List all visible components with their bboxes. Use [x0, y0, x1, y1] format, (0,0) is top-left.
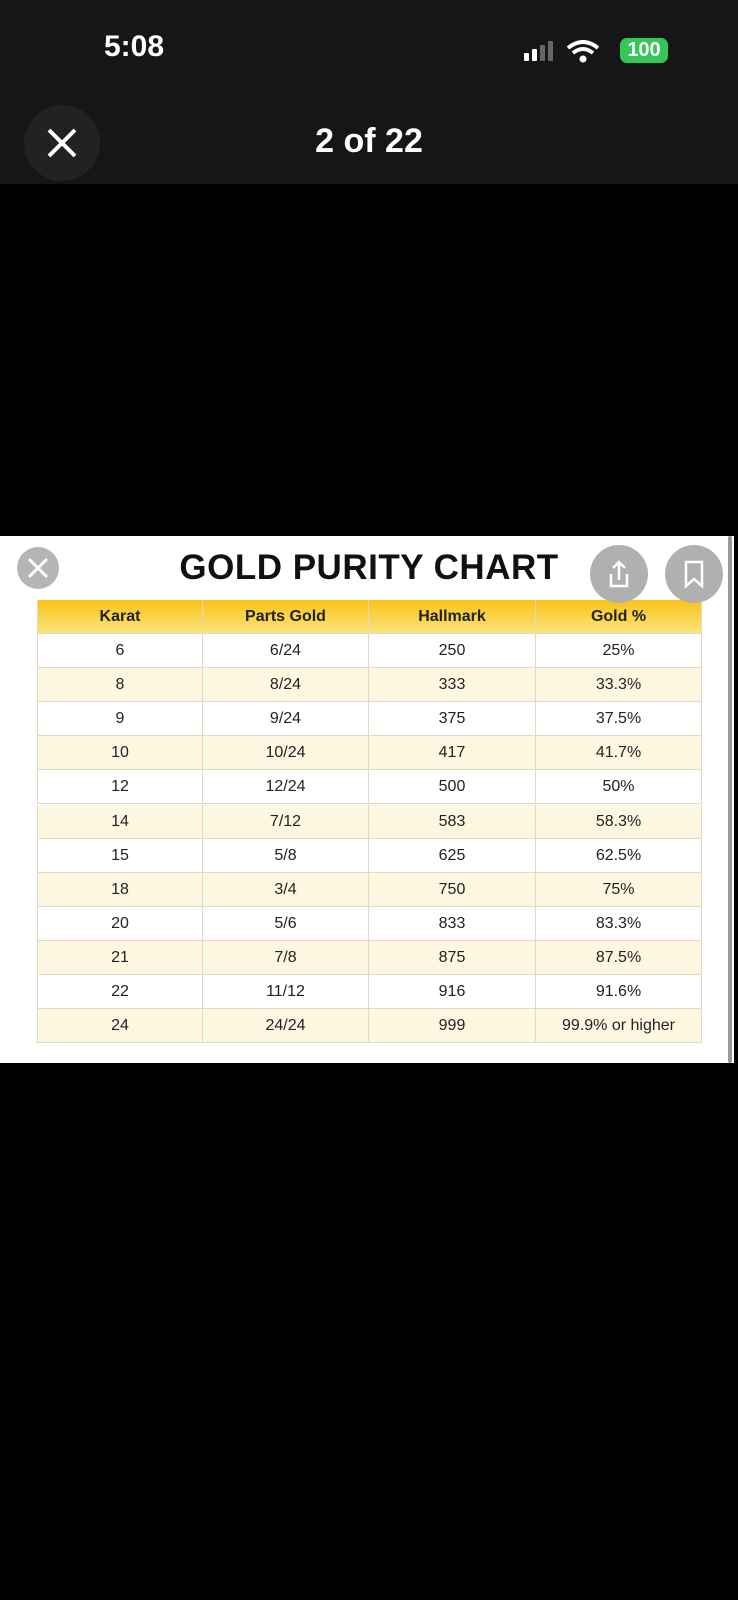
table-cell: 500	[369, 770, 536, 805]
battery: 100	[620, 38, 668, 63]
table-cell: 7/8	[203, 940, 369, 975]
table-cell: 916	[369, 975, 536, 1010]
table-cell: 33.3%	[536, 668, 702, 703]
table-cell: 833	[369, 906, 536, 941]
header-cell: Gold %	[536, 600, 702, 634]
table-cell: 5/6	[203, 906, 369, 941]
table-cell: 14	[37, 804, 203, 839]
table-cell: 12/24	[203, 770, 369, 805]
table-cell: 24	[37, 1009, 203, 1044]
table-cell: 6/24	[203, 634, 369, 669]
table-cell: 87.5%	[536, 940, 702, 975]
table-cell: 7/12	[203, 804, 369, 839]
table-cell: 6	[37, 634, 203, 669]
bookmark-button[interactable]	[664, 544, 724, 604]
table-cell: 875	[369, 940, 536, 975]
table-cell: 24/24	[203, 1009, 369, 1044]
status-time: 5:08	[104, 30, 165, 63]
share-button[interactable]	[589, 544, 649, 604]
table-cell: 3/4	[203, 872, 369, 907]
table-cell: 11/12	[203, 975, 369, 1010]
header-cell: Hallmark	[369, 600, 536, 634]
table-cell: 50%	[536, 770, 702, 805]
table-cell: 58.3%	[536, 804, 702, 839]
table-cell: 99.9% or higher	[536, 1009, 702, 1044]
table-cell: 999	[369, 1009, 536, 1044]
table-cell: 583	[369, 804, 536, 839]
table-cell: 10	[37, 736, 203, 771]
status-icons	[524, 40, 600, 63]
table-cell: 37.5%	[536, 702, 702, 737]
table-cell: 9	[37, 702, 203, 737]
chart-title: GOLD PURITY CHART	[179, 548, 559, 587]
header-cell: Parts Gold	[203, 600, 369, 634]
table-cell: 375	[369, 702, 536, 737]
table-cell: 22	[37, 975, 203, 1010]
table-cell: 625	[369, 838, 536, 873]
table-cell: 8/24	[203, 668, 369, 703]
table-cell: 20	[37, 906, 203, 941]
table-cell: 250	[369, 634, 536, 669]
table-cell: 750	[369, 872, 536, 907]
image-counter: 2 of 22	[315, 122, 423, 160]
table-cell: 417	[369, 736, 536, 771]
table-cell: 62.5%	[536, 838, 702, 873]
table-cell: 25%	[536, 634, 702, 669]
table-cell: 12	[37, 770, 203, 805]
table-cell: 83.3%	[536, 906, 702, 941]
table-cell: 18	[37, 872, 203, 907]
table-cell: 333	[369, 668, 536, 703]
table-cell: 91.6%	[536, 975, 702, 1010]
close-button[interactable]	[24, 105, 100, 181]
table-cell: 9/24	[203, 702, 369, 737]
table-cell: 75%	[536, 872, 702, 907]
top-bar	[0, 0, 738, 184]
table-cell: 10/24	[203, 736, 369, 771]
table-cell: 21	[37, 940, 203, 975]
table-cell: 41.7%	[536, 736, 702, 771]
table-cell: 15	[37, 838, 203, 873]
table-cell: 5/8	[203, 838, 369, 873]
header-cell: Karat	[37, 600, 203, 634]
table-cell: 8	[37, 668, 203, 703]
dismiss-button[interactable]	[16, 546, 60, 590]
scrollbar	[728, 536, 732, 1063]
